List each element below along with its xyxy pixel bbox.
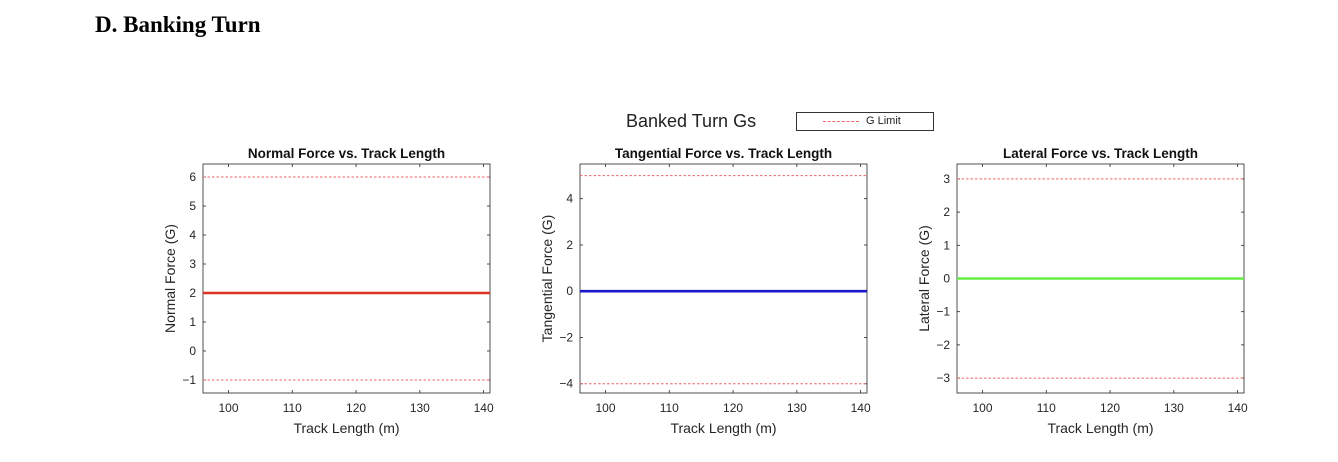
section-heading: D. Banking Turn <box>95 12 261 37</box>
chart-title: Normal Force vs. Track Length <box>248 146 445 161</box>
y-axis-label: Lateral Force (G) <box>916 225 932 332</box>
y-tick-label: 2 <box>943 205 950 219</box>
x-tick-label: 110 <box>283 401 302 415</box>
y-tick-label: −1 <box>182 373 196 387</box>
y-tick-label: 0 <box>189 344 196 358</box>
x-tick-label: 120 <box>723 401 743 415</box>
y-axis-label: Normal Force (G) <box>162 224 178 333</box>
y-tick-label: 0 <box>566 284 573 298</box>
legend-label: G Limit <box>866 115 901 127</box>
y-tick-label: −2 <box>559 330 573 344</box>
y-tick-label: 4 <box>189 228 196 242</box>
x-tick-label: 100 <box>595 401 615 415</box>
x-tick-label: 120 <box>346 401 366 415</box>
y-tick-label: 4 <box>566 192 573 206</box>
x-axis-label: Track Length (m) <box>293 420 399 436</box>
x-tick-label: 140 <box>851 401 871 415</box>
y-tick-label: −3 <box>936 371 950 385</box>
y-tick-label: 6 <box>189 170 196 184</box>
y-tick-label: 3 <box>943 172 950 186</box>
y-tick-label: 1 <box>943 238 950 252</box>
plot-area <box>202 163 491 394</box>
y-tick-label: 1 <box>189 315 196 329</box>
x-tick-label: 140 <box>1228 401 1248 415</box>
figure-title: Banked Turn Gs <box>626 111 757 131</box>
x-tick-label: 110 <box>660 401 679 415</box>
chart-title: Lateral Force vs. Track Length <box>1003 146 1198 161</box>
chart-title: Tangential Force vs. Track Length <box>615 146 832 161</box>
y-axis-label: Tangential Force (G) <box>539 215 555 343</box>
x-tick-label: 100 <box>972 401 992 415</box>
plot-area <box>579 163 868 394</box>
y-tick-label: −4 <box>559 377 573 391</box>
x-tick-label: 100 <box>218 401 238 415</box>
x-axis-label: Track Length (m) <box>670 420 776 436</box>
x-tick-label: 130 <box>410 401 430 415</box>
x-tick-label: 110 <box>1037 401 1056 415</box>
x-tick-label: 120 <box>1100 401 1120 415</box>
x-tick-label: 130 <box>787 401 807 415</box>
legend: G Limit <box>796 112 934 131</box>
x-tick-label: 130 <box>1164 401 1184 415</box>
y-tick-label: 2 <box>189 286 196 300</box>
legend-swatch <box>823 121 859 122</box>
x-tick-label: 140 <box>474 401 494 415</box>
y-tick-label: 2 <box>566 238 573 252</box>
chart-2: Tangential Force vs. Track Length 100 110 1… <box>539 146 871 436</box>
y-tick-label: 5 <box>189 199 196 213</box>
x-axis-label: Track Length (m) <box>1047 420 1153 436</box>
y-tick-label: −1 <box>936 305 950 319</box>
y-tick-label: 3 <box>189 257 196 271</box>
y-tick-label: −2 <box>936 338 950 352</box>
y-tick-label: 0 <box>943 272 950 286</box>
